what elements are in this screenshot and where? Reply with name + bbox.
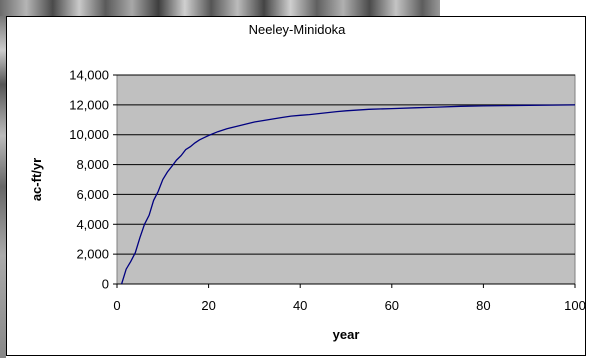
x-tick-label: 20 [201, 298, 215, 313]
line-chart: Neeley-Minidoka 0 2,000 4,000 6,000 8,000 10,… [29, 22, 585, 342]
background-photo-strip [0, 0, 440, 16]
x-tick-label: 40 [293, 298, 307, 313]
y-axis-title: ac-ft/yr [29, 158, 44, 201]
y-tick-label: 4,000 [76, 217, 109, 232]
x-tick-label: 0 [113, 298, 120, 313]
x-tick-label: 100 [564, 298, 585, 313]
series-line [120, 104, 576, 285]
y-axis-ticks: 0 2,000 4,000 6,000 8,000 10,000 12,000 14,000 [69, 68, 117, 292]
background-photo-edge [0, 16, 6, 358]
y-tick-label: 2,000 [76, 247, 109, 262]
y-tick-label: 14,000 [69, 68, 109, 83]
chart-title: Neeley-Minidoka [249, 22, 347, 37]
y-tick-label: 8,000 [76, 157, 109, 172]
x-tick-label: 60 [385, 298, 399, 313]
y-tick-label: 10,000 [69, 127, 109, 142]
plot-area [116, 74, 576, 285]
y-tick-label: 6,000 [76, 187, 109, 202]
y-tick-label: 0 [102, 277, 109, 292]
x-axis-ticks: 0 20 40 60 80 100 [113, 283, 585, 313]
x-axis-title: year [333, 327, 360, 342]
chart-frame: Neeley-Minidoka 0 2,000 4,000 6,000 8,000 10,… [6, 16, 586, 356]
y-tick-label: 12,000 [69, 97, 109, 112]
x-tick-label: 80 [476, 298, 490, 313]
